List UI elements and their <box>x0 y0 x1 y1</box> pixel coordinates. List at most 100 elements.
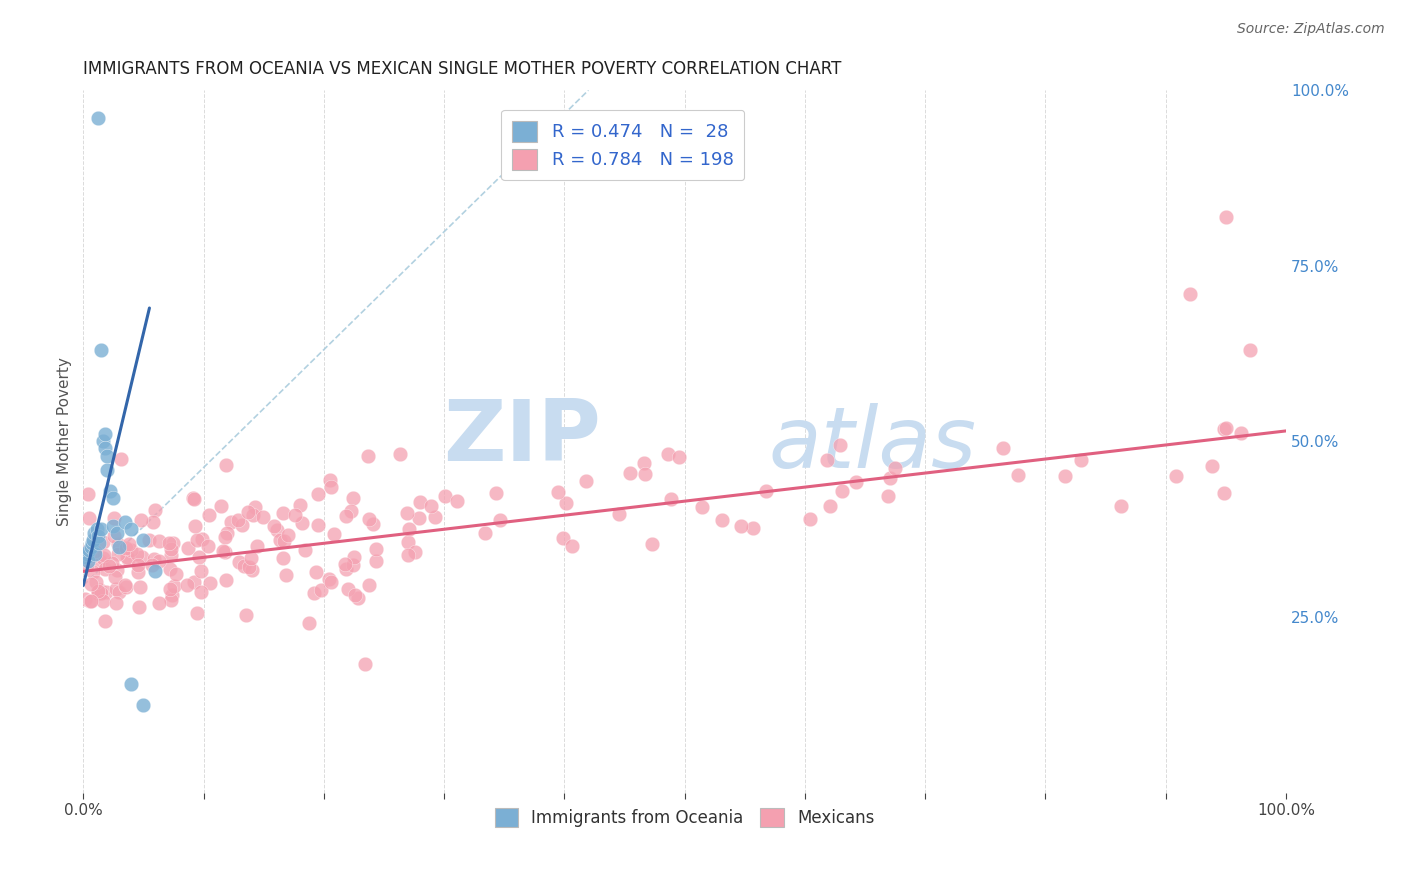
Point <box>83 525 105 540</box>
Point <box>96 449 118 463</box>
Point <box>353 657 375 671</box>
Point <box>91 594 114 608</box>
Point <box>80 536 103 550</box>
Point <box>77 554 100 568</box>
Point <box>145 565 167 579</box>
Point <box>741 521 763 535</box>
Point <box>98 559 121 574</box>
Y-axis label: Single Mother Poverty: Single Mother Poverty <box>58 357 72 526</box>
Point <box>318 473 340 487</box>
Point <box>263 519 285 533</box>
Point <box>231 518 253 533</box>
Point <box>105 596 128 610</box>
Point <box>404 544 426 558</box>
Point <box>82 533 104 547</box>
Point <box>87 584 110 599</box>
Point <box>340 504 363 518</box>
Point <box>396 535 419 549</box>
Point <box>129 580 152 594</box>
Point <box>132 533 155 547</box>
Point <box>160 593 183 607</box>
Point <box>91 550 114 565</box>
Point <box>103 511 125 525</box>
Text: atlas: atlas <box>769 403 977 486</box>
Point <box>115 549 138 564</box>
Point <box>114 515 136 529</box>
Point <box>94 427 117 442</box>
Point <box>755 483 778 498</box>
Point <box>575 475 598 489</box>
Point <box>252 510 274 524</box>
Point <box>335 557 357 571</box>
Point <box>659 491 682 506</box>
Point <box>619 466 641 480</box>
Point <box>141 558 163 572</box>
Point <box>396 548 419 562</box>
Point <box>76 549 98 564</box>
Point <box>831 483 853 498</box>
Point <box>93 615 115 629</box>
Point <box>190 532 212 546</box>
Point <box>343 549 366 564</box>
Point <box>446 494 468 508</box>
Point <box>1239 343 1261 358</box>
Point <box>294 543 316 558</box>
Point <box>799 511 821 525</box>
Point <box>177 541 200 556</box>
Point <box>90 343 112 358</box>
Point <box>243 500 266 514</box>
Point <box>433 489 456 503</box>
Point <box>1215 210 1237 224</box>
Point <box>1213 422 1236 436</box>
Point <box>96 462 118 476</box>
Point <box>1178 287 1201 301</box>
Point <box>73 545 96 559</box>
Point <box>232 558 254 573</box>
Point <box>131 549 153 564</box>
Point <box>142 551 165 566</box>
Point <box>183 575 205 590</box>
Point <box>80 594 103 608</box>
Point <box>305 565 328 579</box>
Point <box>184 518 207 533</box>
Point <box>238 560 260 574</box>
Point <box>107 537 129 551</box>
Point <box>307 517 329 532</box>
Point <box>409 494 432 508</box>
Point <box>176 578 198 592</box>
Point <box>318 572 340 586</box>
Point <box>818 499 841 513</box>
Point <box>105 563 128 577</box>
Point <box>288 499 311 513</box>
Point <box>730 519 752 533</box>
Point <box>198 508 221 522</box>
Point <box>408 511 430 525</box>
Point <box>96 584 118 599</box>
Point <box>266 524 288 538</box>
Point <box>103 491 125 505</box>
Point <box>357 578 380 592</box>
Point <box>235 607 257 622</box>
Point <box>93 561 115 575</box>
Point <box>214 573 236 587</box>
Point <box>87 529 110 543</box>
Point <box>1054 469 1077 483</box>
Text: IMMIGRANTS FROM OCEANIA VS MEXICAN SINGLE MOTHER POVERTY CORRELATION CHART: IMMIGRANTS FROM OCEANIA VS MEXICAN SINGL… <box>83 60 842 78</box>
Point <box>485 485 508 500</box>
Point <box>75 591 97 606</box>
Point <box>1215 421 1237 435</box>
Point <box>269 533 291 547</box>
Point <box>1070 453 1092 467</box>
Point <box>87 112 110 126</box>
Point <box>634 467 657 481</box>
Point <box>105 525 128 540</box>
Point <box>108 585 131 599</box>
Point <box>240 563 263 577</box>
Point <box>91 434 114 449</box>
Point <box>114 578 136 592</box>
Point <box>423 509 446 524</box>
Point <box>1213 485 1236 500</box>
Point <box>127 558 149 572</box>
Point <box>815 453 838 467</box>
Point <box>128 600 150 615</box>
